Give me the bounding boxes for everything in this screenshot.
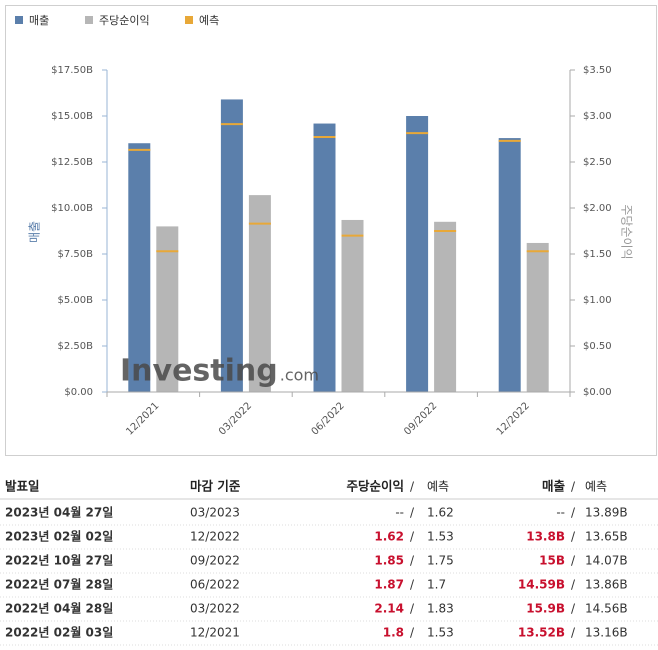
bar: [406, 116, 429, 392]
legend-swatch: [85, 16, 93, 24]
legend-label: 예측: [199, 14, 219, 27]
table-cell: 09/2022: [190, 554, 240, 568]
table-cell: 2.14: [374, 602, 404, 616]
table-cell: 1.8: [383, 626, 404, 640]
y2-tick-label: $2.00: [583, 203, 612, 214]
y-tick-label: $0.00: [64, 387, 93, 398]
y2-tick-label: $1.50: [583, 249, 612, 260]
table-cell: 1.75: [427, 554, 454, 568]
table-cell: 1.62: [427, 506, 454, 520]
table-cell: 2022년 02월 03일: [5, 625, 113, 640]
table-header: 발표일: [5, 479, 40, 494]
bar: [526, 242, 549, 392]
bar: [341, 219, 364, 392]
bar: [220, 99, 243, 392]
table-header: 예측: [427, 480, 449, 494]
table-header: 매출: [542, 479, 566, 494]
table-cell: 06/2022: [190, 578, 240, 592]
bar: [313, 123, 336, 392]
table-cell: 2022년 07월 28일: [5, 577, 113, 592]
y2-tick-label: $3.00: [583, 111, 612, 122]
table-cell: 1.87: [374, 578, 404, 592]
separator: /: [571, 480, 576, 494]
separator: /: [410, 626, 415, 640]
table-cell: 15.9B: [526, 602, 565, 616]
table-header: 마감 기준: [190, 479, 241, 494]
table-cell: 03/2023: [190, 506, 240, 520]
table-cell: 1.53: [427, 626, 454, 640]
separator: /: [410, 602, 415, 616]
legend-label: 주당순이익: [99, 14, 150, 27]
table-cell: 12/2021: [190, 626, 240, 640]
y-tick-label: $2.50B: [58, 341, 94, 352]
table-header: 주당순이익: [346, 479, 404, 494]
separator: /: [571, 578, 576, 592]
table-cell: 2022년 10월 27일: [5, 553, 113, 568]
table-cell: 13.65B: [585, 530, 628, 544]
watermark-suffix: .com: [280, 366, 319, 385]
y2-tick-label: $2.50: [583, 157, 612, 168]
table-cell: 1.53: [427, 530, 454, 544]
legend-label: 매출: [29, 14, 49, 27]
table-cell: 14.56B: [585, 602, 628, 616]
y-tick-label: $7.50B: [58, 249, 94, 260]
table-cell: 1.62: [374, 530, 404, 544]
separator: /: [571, 626, 576, 640]
table-cell: 1.7: [427, 578, 446, 592]
legend-swatch: [185, 16, 193, 24]
y-axis-title: 매출: [28, 221, 42, 243]
legend-swatch: [15, 16, 23, 24]
y2-axis-title: 주당순이익: [620, 204, 634, 259]
separator: /: [410, 480, 415, 494]
bar: [498, 138, 521, 392]
table-cell: 1.83: [427, 602, 454, 616]
y2-tick-label: $0.50: [583, 341, 612, 352]
separator: /: [571, 554, 576, 568]
bar: [156, 226, 179, 392]
table-cell: 13.89B: [585, 506, 628, 520]
table-cell: 13.86B: [585, 578, 628, 592]
y2-tick-label: $3.50: [583, 65, 612, 76]
table-cell: 03/2022: [190, 602, 240, 616]
bar: [128, 143, 151, 392]
table-cell: 13.8B: [526, 530, 565, 544]
table-header: 예측: [585, 480, 607, 494]
table-cell: 13.52B: [518, 626, 565, 640]
separator: /: [410, 554, 415, 568]
separator: /: [410, 530, 415, 544]
separator: /: [571, 506, 576, 520]
y-tick-label: $5.00B: [58, 295, 94, 306]
table-cell: 1.85: [374, 554, 404, 568]
y-tick-label: $10.00B: [51, 203, 93, 214]
table-cell: --: [556, 506, 565, 520]
separator: /: [410, 506, 415, 520]
table-cell: 2023년 02월 02일: [5, 529, 113, 544]
bar: [434, 221, 457, 392]
table-cell: 14.59B: [518, 578, 565, 592]
table-cell: 14.07B: [585, 554, 628, 568]
table-cell: --: [395, 506, 404, 520]
table-cell: 2022년 04월 28일: [5, 601, 113, 616]
table-cell: 2023년 04월 27일: [5, 505, 113, 520]
separator: /: [571, 530, 576, 544]
separator: /: [571, 602, 576, 616]
separator: /: [410, 578, 415, 592]
y-tick-label: $15.00B: [51, 111, 93, 122]
watermark: Investing: [120, 354, 278, 389]
y2-tick-label: $1.00: [583, 295, 612, 306]
y-tick-label: $12.50B: [51, 157, 93, 168]
table-cell: 12/2022: [190, 530, 240, 544]
y-tick-label: $17.50B: [51, 65, 93, 76]
bar: [248, 195, 271, 392]
table-cell: 13.16B: [585, 626, 628, 640]
table-cell: 15B: [539, 554, 565, 568]
y2-tick-label: $0.00: [583, 387, 612, 398]
